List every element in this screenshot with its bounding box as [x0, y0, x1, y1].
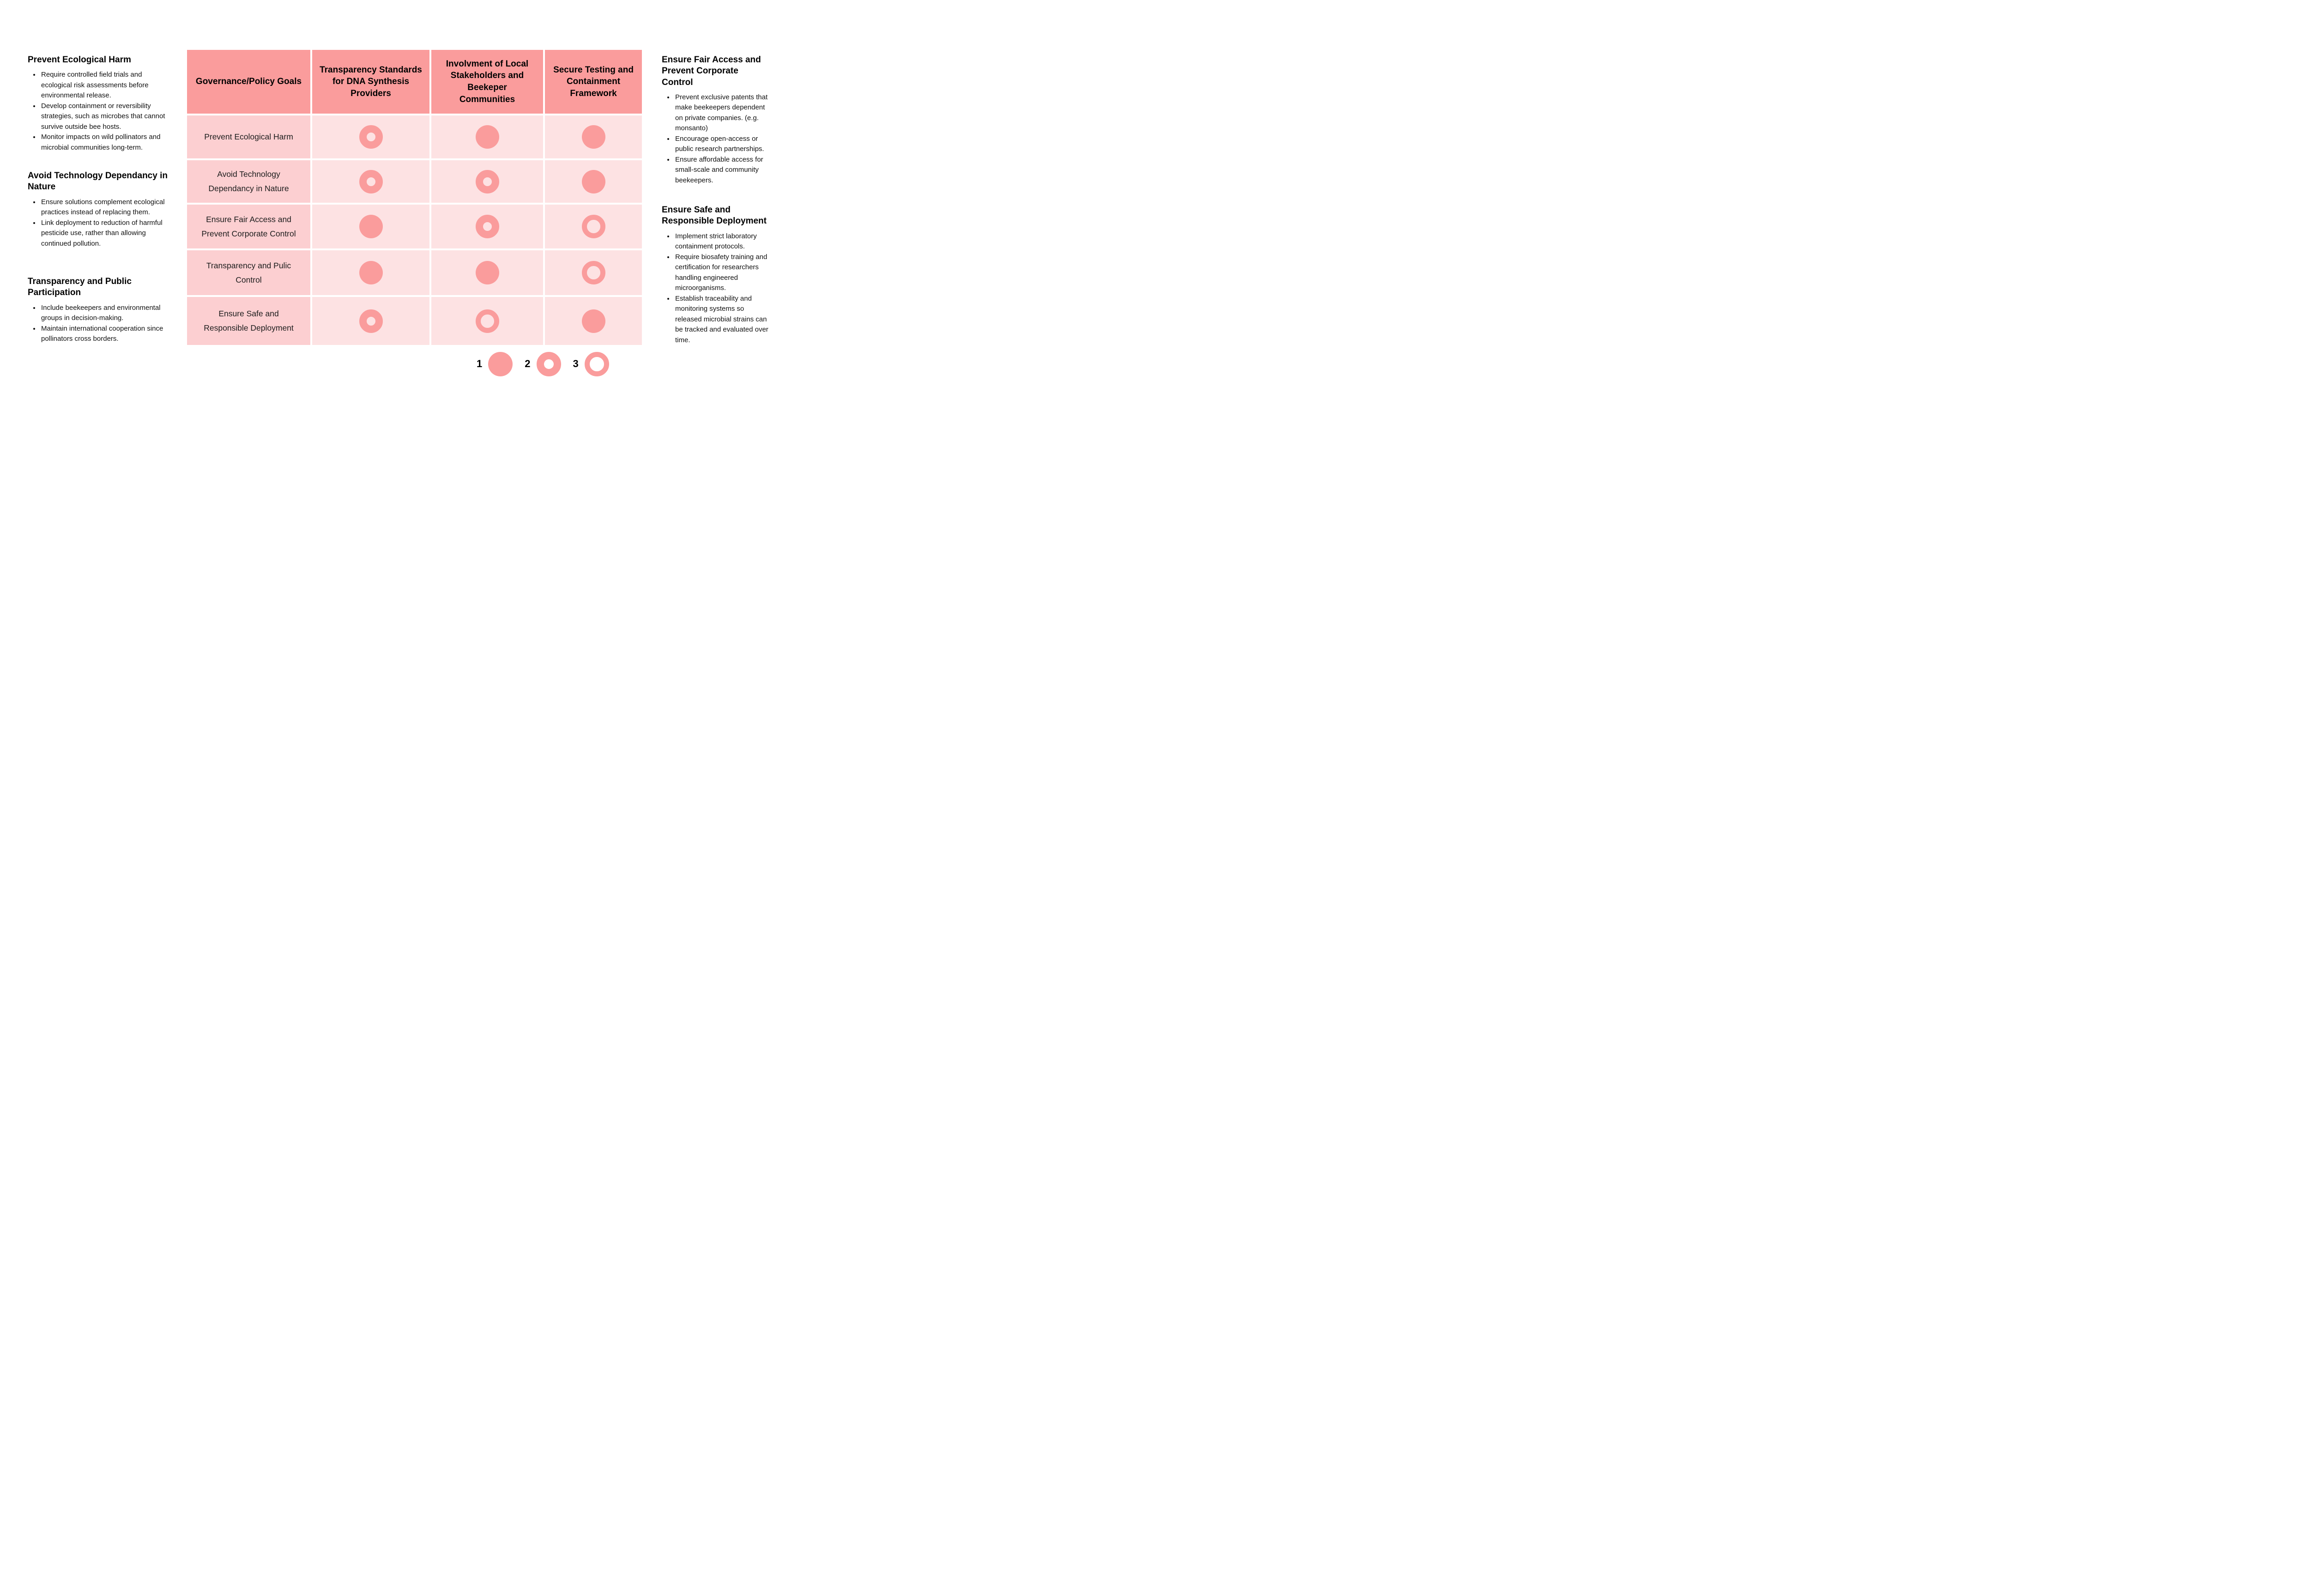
rating-cell	[545, 115, 642, 158]
note-bullet: Develop containment or reversibility str…	[40, 101, 172, 133]
note-bullet: Implement strict laboratory containment …	[674, 231, 772, 252]
rating-cell	[431, 160, 543, 203]
rating-cell	[312, 115, 429, 158]
rating-dot	[475, 169, 499, 193]
rating-cell	[431, 250, 543, 295]
note-bullet-list: Prevent exclusive patents that make beek…	[662, 92, 772, 186]
governance-matrix-table: Governance/Policy Goals Transparency Stan…	[187, 50, 642, 345]
note-heading: Ensure Fair Access and Prevent Corporate…	[662, 55, 761, 87]
row-label-cell: Ensure Fair Access and Prevent Corporate…	[187, 205, 310, 248]
note-bullet: Link deployment to reduction of harmful …	[40, 218, 172, 249]
rating-cell	[545, 250, 642, 295]
note-block: Avoid Technology Dependancy in Nature Ens…	[28, 170, 172, 249]
rating-dot	[581, 125, 605, 149]
note-bullet: Include beekeepers and environmental gro…	[40, 303, 172, 324]
legend-number: 2	[525, 358, 531, 369]
rating-dot	[581, 309, 605, 333]
note-heading: Ensure Safe and Responsible Deployment	[662, 205, 767, 226]
rating-dot	[581, 261, 605, 284]
note-bullet-list: Implement strict laboratory containment …	[662, 231, 772, 346]
legend-dot	[584, 351, 609, 376]
rating-cell	[312, 205, 429, 248]
legend-dot	[536, 351, 561, 376]
rating-dot	[475, 125, 499, 149]
rating-cell	[312, 250, 429, 295]
note-block: Prevent Ecological Harm Require controlle…	[28, 54, 172, 153]
rating-dot	[359, 169, 383, 193]
rating-dot	[475, 215, 499, 238]
rating-dot	[359, 215, 383, 238]
legend-item: 3	[573, 351, 609, 376]
rating-dot	[475, 309, 499, 333]
header-cell: Secure Testing and Containment Framework	[545, 50, 642, 114]
rating-dot	[475, 261, 499, 284]
rating-cell	[312, 297, 429, 345]
row-label-cell: Prevent Ecological Harm	[187, 115, 310, 158]
note-bullet-list: Ensure solutions complement ecological p…	[28, 197, 172, 249]
note-bullet: Maintain international cooperation since…	[40, 324, 172, 345]
legend-item: 2	[525, 351, 561, 376]
slide-canvas: Prevent Ecological Harm Require controlle…	[0, 0, 798, 399]
note-bullet-list: Include beekeepers and environmental gro…	[28, 303, 172, 345]
rating-legend: 1 2 3	[477, 351, 609, 377]
note-block: Ensure Fair Access and Prevent Corporate…	[662, 54, 772, 186]
rating-cell	[431, 297, 543, 345]
note-bullet: Monitor impacts on wild pollinators and …	[40, 132, 172, 153]
header-cell: Transparency Standards for DNA Synthesis…	[312, 50, 429, 114]
note-bullet: Ensure affordable access for small-scale…	[674, 155, 772, 186]
legend-number: 1	[477, 358, 483, 369]
row-label-cell: Transparency and Pulic Control	[187, 250, 310, 295]
rating-dot	[359, 309, 383, 333]
note-heading: Transparency and Public Participation	[28, 277, 132, 298]
rating-cell	[312, 160, 429, 203]
legend-dot	[488, 351, 513, 376]
note-bullet: Require biosafety training and certifica…	[674, 252, 772, 294]
note-block: Transparency and Public Participation Inc…	[28, 276, 172, 345]
note-bullet: Establish traceability and monitoring sy…	[674, 294, 772, 346]
legend-number: 3	[573, 358, 579, 369]
rating-cell	[545, 205, 642, 248]
rating-dot	[581, 169, 605, 193]
rating-cell	[431, 205, 543, 248]
note-heading: Avoid Technology Dependancy in Nature	[28, 171, 168, 192]
row-label-cell: Avoid Technology Dependancy in Nature	[187, 160, 310, 203]
rating-cell	[545, 297, 642, 345]
note-heading: Prevent Ecological Harm	[28, 55, 131, 65]
rating-cell	[431, 115, 543, 158]
legend-item: 1	[477, 351, 513, 376]
rating-dot	[359, 125, 383, 149]
rating-cell	[545, 160, 642, 203]
note-bullet: Encourage open-access or public research…	[674, 134, 772, 155]
note-bullet: Prevent exclusive patents that make beek…	[674, 92, 772, 134]
note-bullet: Require controlled field trials and ecol…	[40, 70, 172, 101]
rating-dot	[581, 215, 605, 238]
note-bullet: Ensure solutions complement ecological p…	[40, 197, 172, 218]
note-block: Ensure Safe and Responsible Deployment Im…	[662, 205, 772, 345]
header-cell: Governance/Policy Goals	[187, 50, 310, 114]
rating-dot	[359, 261, 383, 284]
row-label-cell: Ensure Safe and Responsible Deployment	[187, 297, 310, 345]
note-bullet-list: Require controlled field trials and ecol…	[28, 70, 172, 153]
header-cell: Involvment of Local Stakeholders and Bee…	[431, 50, 543, 114]
